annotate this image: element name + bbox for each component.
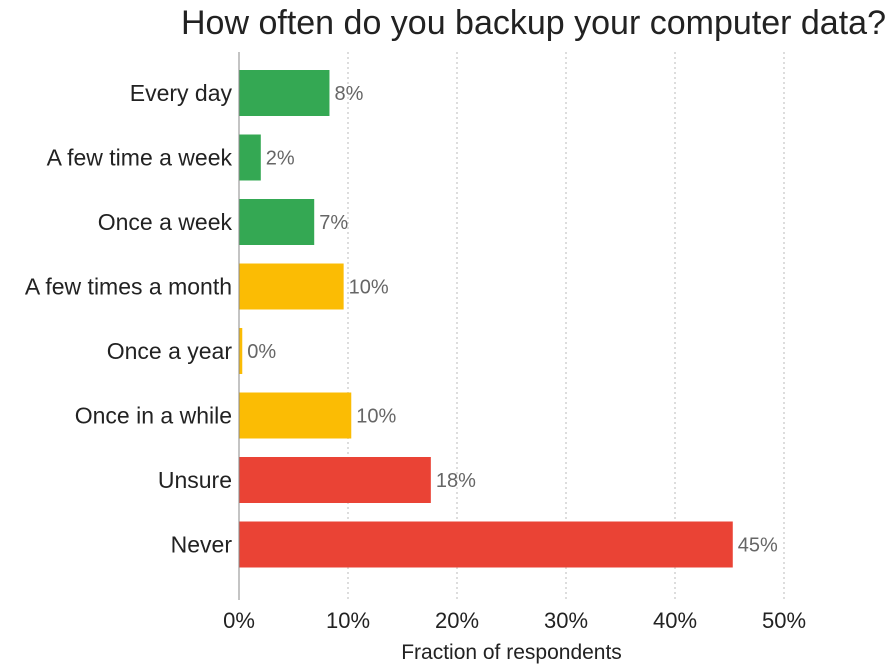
x-tick-label: 0% bbox=[223, 608, 255, 633]
bar bbox=[239, 328, 243, 374]
category-label: Once in a while bbox=[75, 403, 232, 429]
value-label: 8% bbox=[334, 83, 363, 105]
value-label: 0% bbox=[247, 341, 276, 363]
x-tick-label: 50% bbox=[762, 608, 806, 633]
category-label: Once a week bbox=[98, 209, 233, 235]
bar bbox=[239, 263, 344, 310]
labels: 0% 10% 20% 30% 40% 50% Every day 8% A few time a… bbox=[25, 80, 806, 633]
bar bbox=[239, 70, 330, 116]
value-label: 45% bbox=[738, 535, 778, 557]
bar bbox=[239, 134, 261, 181]
category-label: Never bbox=[171, 532, 233, 558]
category-label: Once a year bbox=[107, 338, 233, 364]
value-label: 2% bbox=[266, 148, 295, 170]
bar bbox=[239, 521, 733, 568]
chart-title: How often do you backup your computer da… bbox=[181, 4, 886, 42]
x-tick-label: 10% bbox=[326, 608, 370, 633]
bar bbox=[239, 199, 315, 245]
value-label: 18% bbox=[436, 470, 476, 492]
category-label: A few times a month bbox=[25, 274, 232, 300]
x-tick-label: 30% bbox=[544, 608, 588, 633]
value-label: 7% bbox=[319, 212, 348, 234]
gridlines bbox=[347, 52, 785, 600]
value-label: 10% bbox=[349, 277, 389, 299]
bar bbox=[239, 457, 431, 503]
value-label: 10% bbox=[356, 406, 396, 428]
category-label: Every day bbox=[130, 80, 233, 106]
bars bbox=[239, 70, 733, 568]
x-tick-label: 20% bbox=[435, 608, 479, 633]
x-axis-title: Fraction of respondents bbox=[401, 641, 622, 664]
category-label: A few time a week bbox=[47, 145, 233, 171]
x-tick-label: 40% bbox=[653, 608, 697, 633]
category-label: Unsure bbox=[158, 467, 232, 493]
bar bbox=[239, 392, 352, 439]
